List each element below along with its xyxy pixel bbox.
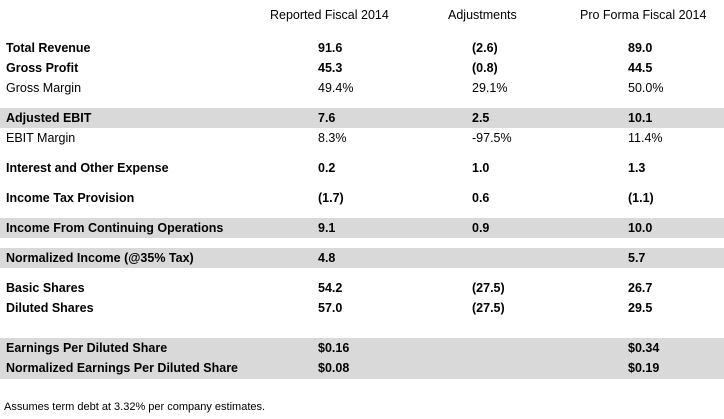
reported-value: 4.8 [318,251,336,265]
header-adjustments: Adjustments [448,8,517,22]
row-label: Normalized Income (@35% Tax) [6,251,194,265]
reported-value: 45.3 [318,61,343,75]
pro-forma-value: 44.5 [628,61,653,75]
pro-forma-value: (1.1) [628,191,654,205]
reported-value: 91.6 [318,41,343,55]
adjustment-value: 29.1% [472,81,508,95]
pro-forma-value: 11.4% [628,131,663,145]
table-row-basic-shares: Basic Shares 54.2 (27.5) 26.7 [0,278,724,298]
pro-forma-value: 1.3 [628,161,646,175]
row-label: Total Revenue [6,41,91,55]
table-row-ebit-margin: EBIT Margin 8.3% -97.5% 11.4% [0,128,724,148]
shaded-band-continuing-ops [0,218,724,238]
row-label: Normalized Earnings Per Diluted Share [6,361,239,375]
pro-forma-value: 29.5 [628,301,653,315]
adjustment-value: (0.8) [472,61,498,75]
row-label: Diluted Shares [6,301,94,315]
shaded-band-normalized-income [0,248,724,268]
reported-value: 0.2 [318,161,336,175]
reported-value: 57.0 [318,301,343,315]
adjustment-value: 0.6 [472,191,490,205]
shaded-band-eps [0,338,724,379]
reported-value: 7.6 [318,111,336,125]
pro-forma-value: 89.0 [628,41,653,55]
table-row-interest-expense: Interest and Other Expense 0.2 1.0 1.3 [0,158,724,178]
pro-forma-value: 10.1 [628,111,653,125]
adjustment-value: (27.5) [472,301,505,315]
row-label: EBIT Margin [6,131,76,145]
pro-forma-value: 5.7 [628,251,646,265]
row-label: Gross Margin [6,81,82,95]
shaded-band-ebit [0,108,724,128]
header-reported: Reported Fiscal 2014 [270,8,389,22]
table-row-total-revenue: Total Revenue 91.6 (2.6) 89.0 [0,38,724,58]
reported-value: 9.1 [318,221,336,235]
adjustment-value: 2.5 [472,111,490,125]
pro-forma-value: 50.0% [628,81,664,95]
row-label: Adjusted EBIT [6,111,92,125]
table-row-normalized-income: Normalized Income (@35% Tax) 4.8 5.7 [0,248,724,268]
row-label: Interest and Other Expense [6,161,169,175]
row-label: Income Tax Provision [6,191,135,205]
pro-forma-value: $0.19 [628,361,660,375]
table-row-adjusted-ebit: Adjusted EBIT 7.6 2.5 10.1 [0,108,724,128]
pro-forma-value: 10.0 [628,221,653,235]
pro-forma-value: 26.7 [628,281,653,295]
table-row-gross-profit: Gross Profit 45.3 (0.8) 44.5 [0,58,724,78]
reported-value: 49.4% [318,81,354,95]
table-row-income-tax: Income Tax Provision (1.7) 0.6 (1.1) [0,188,724,208]
table-row-gross-margin: Gross Margin 49.4% 29.1% 50.0% [0,78,724,98]
table-row-normalized-eps: Normalized Earnings Per Diluted Share $0… [0,358,724,378]
adjustment-value: (2.6) [472,41,498,55]
adjustment-value: -97.5% [472,131,512,145]
reported-value: 8.3% [318,131,347,145]
footnote: Assumes term debt at 3.32% per company e… [4,401,266,413]
row-label: Income From Continuing Operations [6,221,224,235]
row-label: Basic Shares [6,281,85,295]
reported-value: $0.16 [318,341,350,355]
reported-value: 54.2 [318,281,343,295]
reported-value: $0.08 [318,361,350,375]
adjustment-value: 0.9 [472,221,490,235]
row-label: Gross Profit [6,61,79,75]
header-pro-forma: Pro Forma Fiscal 2014 [580,8,707,22]
table-row-eps: Earnings Per Diluted Share $0.16 $0.34 [0,338,724,358]
pro-forma-value: $0.34 [628,341,660,355]
row-label: Earnings Per Diluted Share [6,341,168,355]
table-row-diluted-shares: Diluted Shares 57.0 (27.5) 29.5 [0,298,724,318]
reported-value: (1.7) [318,191,344,205]
adjustment-value: 1.0 [472,161,490,175]
table-row-continuing-operations: Income From Continuing Operations 9.1 0.… [0,218,724,238]
adjustment-value: (27.5) [472,281,505,295]
